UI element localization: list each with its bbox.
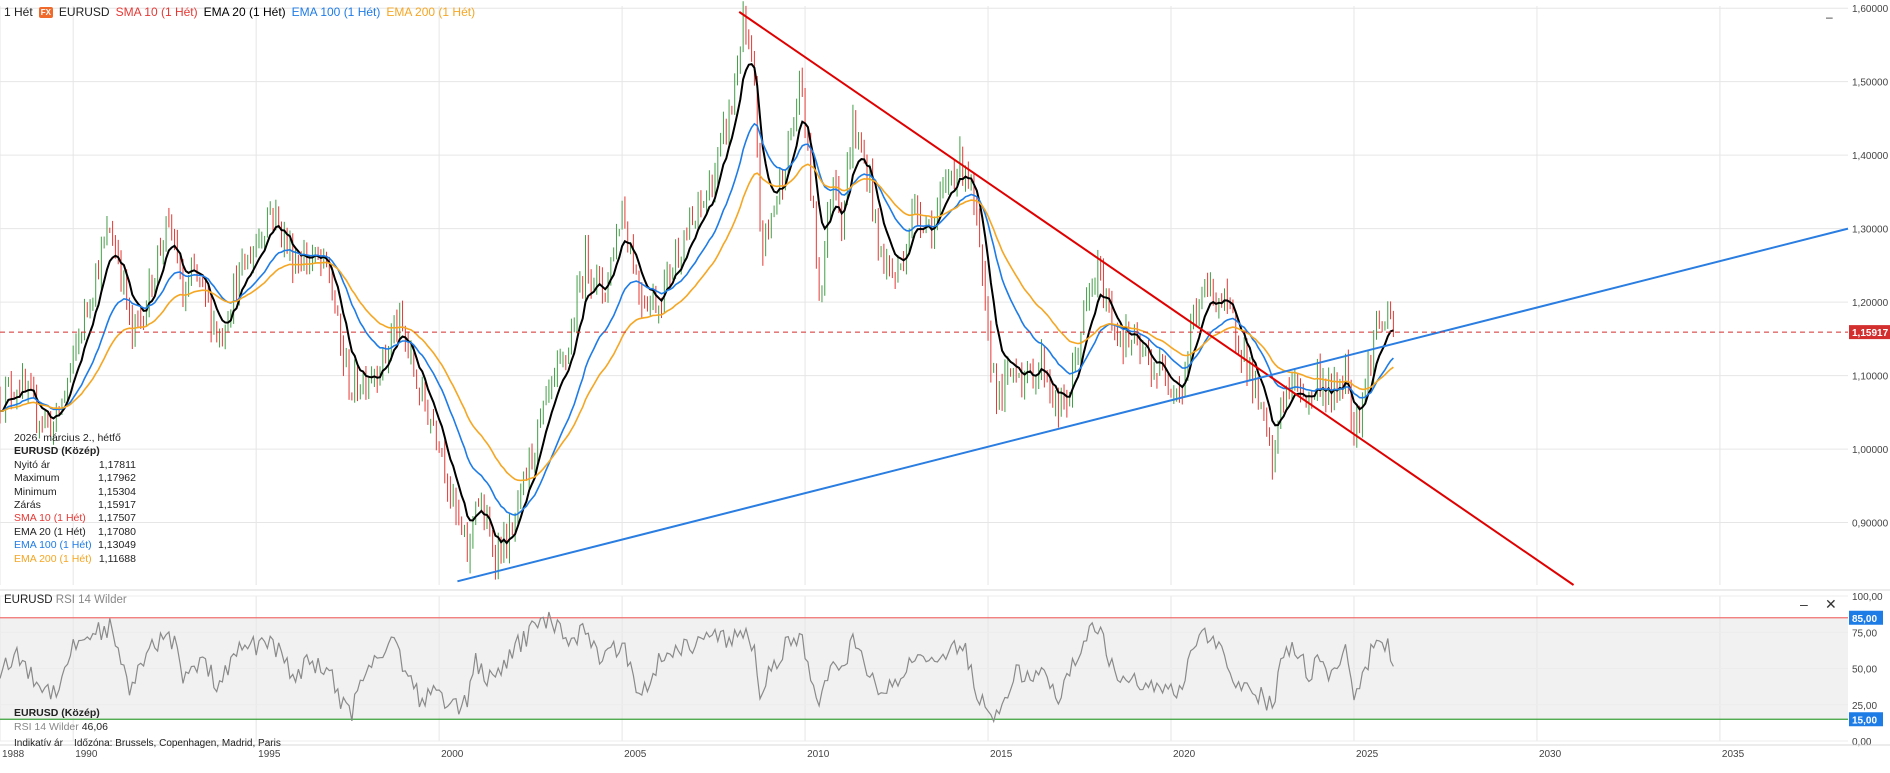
timezone-label[interactable]: Időzóna: Brussels, Copenhagen, Madrid, P…	[74, 738, 281, 749]
info-row: EMA 200 (1 Hét) 1,11688	[14, 552, 136, 565]
y-tick-label: 1,00000	[1852, 445, 1889, 456]
info-row: SMA 10 (1 Hét) 1,17507	[14, 512, 136, 525]
x-tick-label: 2020	[1173, 749, 1196, 760]
y-tick-label: 1,40000	[1852, 151, 1889, 162]
rsi-tick-label: 100,00	[1852, 592, 1883, 603]
info-panel: 2026. március 2., hétfő EURUSD (Közép) N…	[14, 432, 136, 566]
trendline-down[interactable]	[738, 11, 1575, 586]
rsi-value-label: RSI 14 Wilder	[14, 721, 79, 733]
rsi-info-panel: EURUSD (Közép) RSI 14 Wilder 46,06	[14, 706, 108, 734]
x-tick-label: 2030	[1539, 749, 1562, 760]
info-row: EMA 20 (1 Hét) 1,17080	[14, 525, 136, 538]
x-tick-label: 2025	[1356, 749, 1379, 760]
rsi-tick-label: 25,00	[1852, 701, 1877, 712]
x-tick-label: 1995	[258, 749, 281, 760]
rsi-tick-label: 75,00	[1852, 628, 1877, 639]
indicator-legend-ema200[interactable]: EMA 200 (1 Hét)	[386, 5, 476, 19]
info-row: Maximum 1,17962	[14, 472, 136, 485]
rsi-value: 46,06	[81, 721, 108, 733]
info-row: Zárás 1,15917	[14, 499, 136, 512]
info-row: Minimum 1,15304	[14, 485, 136, 498]
y-tick-label: 1,60000	[1852, 4, 1889, 15]
y-tick-label: 0,90000	[1852, 519, 1889, 530]
rsi-tick-label: 50,00	[1852, 665, 1877, 676]
x-tick-label: 2000	[441, 749, 464, 760]
rsi-symbol[interactable]: EURUSD	[4, 594, 53, 606]
rsi-tick-label: 0,00	[1852, 737, 1872, 748]
info-date: 2026. március 2., hétfő	[14, 432, 121, 444]
y-tick-label: 1,10000	[1852, 372, 1889, 383]
close-icon[interactable]: ✕	[1825, 596, 1837, 612]
chart-header: 1 Hét FX EURUSD SMA 10 (1 Hét) EMA 20 (1…	[4, 5, 475, 19]
y-tick-label: 1,20000	[1852, 298, 1889, 309]
info-title: EURUSD (Közép)	[14, 445, 100, 458]
footer: Indikatív ár Időzóna: Brussels, Copenhag…	[14, 738, 281, 749]
symbol-label[interactable]: EURUSD	[58, 5, 110, 19]
x-tick-label: 1990	[75, 749, 98, 760]
x-tick-label: 2015	[990, 749, 1013, 760]
trendline-up[interactable]	[457, 227, 1849, 583]
fx-icon: FX	[38, 6, 53, 18]
rsi-header: EURUSD RSI 14 Wilder	[4, 594, 127, 606]
rsi-upper-level-label: 85,00	[1852, 614, 1877, 625]
indicator-legend-ema20[interactable]: EMA 20 (1 Hét)	[203, 5, 286, 19]
x-tick-label: 2035	[1722, 749, 1745, 760]
indicator-legend-sma10[interactable]: SMA 10 (1 Hét)	[115, 5, 198, 19]
last-price-label: 1,15917	[1852, 328, 1889, 339]
ma-line-ema-20-1-h-t-	[0, 62, 1394, 545]
interval-label[interactable]: 1 Hét	[4, 5, 33, 19]
ma-line-ema-200-1-h-t-	[0, 163, 1394, 482]
rsi-info-title: EURUSD (Közép)	[14, 707, 100, 719]
y-tick-label: 1,30000	[1852, 225, 1889, 236]
minus-icon[interactable]: –	[1800, 596, 1808, 612]
x-tick-label: 2005	[624, 749, 647, 760]
rsi-lower-level-badge	[1849, 712, 1883, 727]
y-tick-label: 1,50000	[1852, 78, 1889, 89]
last-price-badge	[1849, 325, 1890, 340]
close-icon[interactable]: –	[1826, 10, 1833, 24]
rsi-upper-level-badge	[1849, 610, 1883, 625]
rsi-line	[0, 611, 1394, 724]
indicator-legend-ema100[interactable]: EMA 100 (1 Hét)	[291, 5, 381, 19]
x-tick-label: 1988	[2, 749, 25, 760]
info-row: EMA 100 (1 Hét) 1,13049	[14, 539, 136, 552]
ma-line-ema-100-1-h-t-	[0, 122, 1394, 517]
rsi-lower-level-label: 15,00	[1852, 715, 1877, 726]
x-tick-label: 2010	[807, 749, 830, 760]
info-row: Nyitó ár 1,17811	[14, 458, 136, 471]
rsi-indicator-label[interactable]: RSI 14 Wilder	[55, 594, 127, 606]
indicative-label: Indikatív ár	[14, 738, 63, 749]
